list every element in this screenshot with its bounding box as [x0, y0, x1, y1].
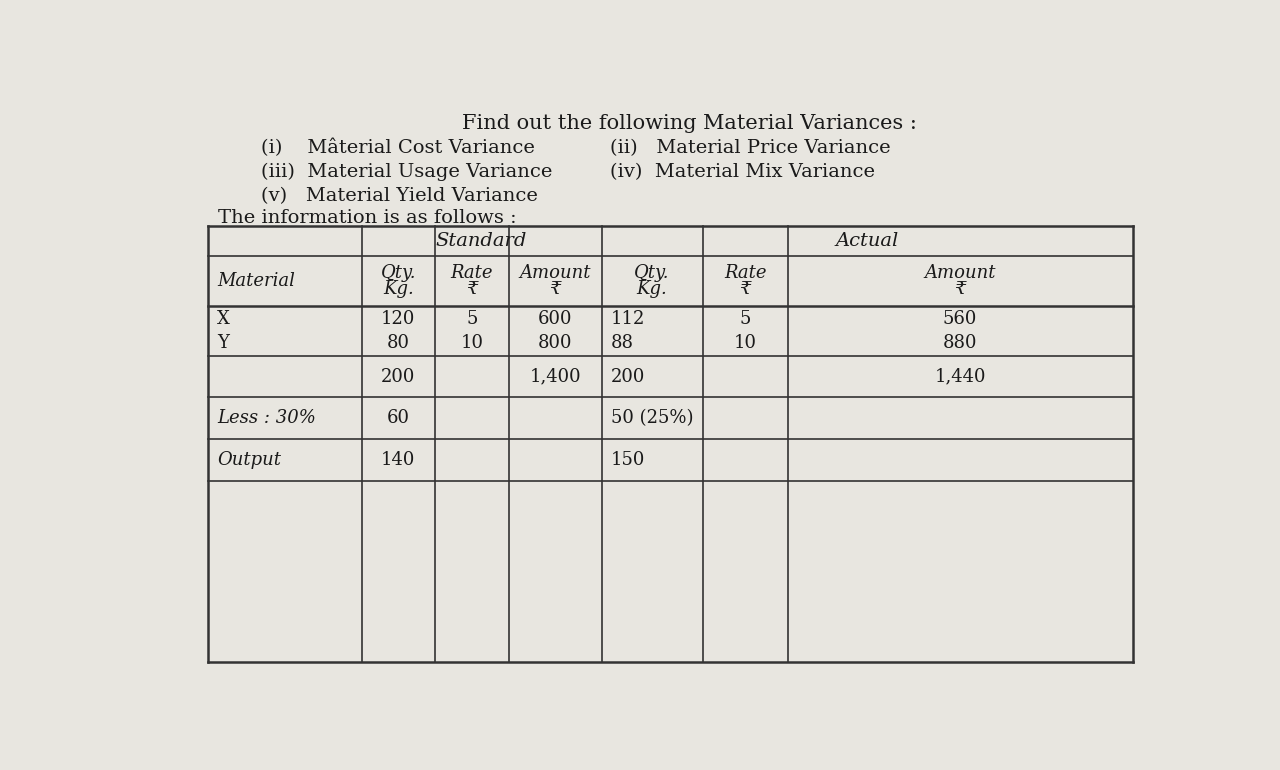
- Text: 5: 5: [466, 310, 477, 328]
- Text: Kg.: Kg.: [636, 280, 667, 298]
- Text: ₹: ₹: [740, 280, 751, 298]
- Text: 880: 880: [943, 334, 978, 353]
- Text: 50 (25%): 50 (25%): [611, 409, 694, 427]
- Text: X: X: [218, 310, 230, 328]
- Text: 1,400: 1,400: [530, 367, 581, 386]
- Text: Standard: Standard: [436, 232, 527, 250]
- Text: Find out the following Material Variances :: Find out the following Material Variance…: [462, 114, 918, 133]
- Text: 5: 5: [740, 310, 751, 328]
- Text: 150: 150: [611, 451, 645, 469]
- Text: 200: 200: [381, 367, 416, 386]
- Text: 80: 80: [387, 334, 410, 353]
- Text: Amount: Amount: [520, 264, 591, 283]
- Text: Material: Material: [218, 272, 296, 290]
- Text: 112: 112: [611, 310, 645, 328]
- Text: (ii)   Material Price Variance: (ii) Material Price Variance: [609, 139, 890, 156]
- Text: Rate: Rate: [451, 264, 493, 283]
- Text: 60: 60: [387, 409, 410, 427]
- Text: 1,440: 1,440: [934, 367, 986, 386]
- Text: Amount: Amount: [924, 264, 996, 283]
- Text: Less : 30%: Less : 30%: [218, 409, 316, 427]
- Text: Qty.: Qty.: [635, 264, 669, 283]
- Text: 88: 88: [611, 334, 634, 353]
- Text: Y: Y: [218, 334, 229, 353]
- Text: 600: 600: [538, 310, 572, 328]
- Text: 10: 10: [461, 334, 484, 353]
- Text: Kg.: Kg.: [383, 280, 413, 298]
- Text: Output: Output: [218, 451, 282, 469]
- Text: (i)    Mâterial Cost Variance: (i) Mâterial Cost Variance: [261, 139, 535, 157]
- Text: 120: 120: [381, 310, 416, 328]
- Text: 200: 200: [611, 367, 645, 386]
- Text: Rate: Rate: [724, 264, 767, 283]
- Text: ₹: ₹: [466, 280, 477, 298]
- Text: (v)   Material Yield Variance: (v) Material Yield Variance: [261, 187, 538, 205]
- Text: ₹: ₹: [955, 280, 966, 298]
- Text: The information is as follows :: The information is as follows :: [218, 209, 517, 227]
- Text: (iii)  Material Usage Variance: (iii) Material Usage Variance: [261, 163, 552, 182]
- Text: 800: 800: [538, 334, 572, 353]
- Text: 10: 10: [733, 334, 756, 353]
- Text: Actual: Actual: [836, 232, 899, 250]
- Text: (iv)  Material Mix Variance: (iv) Material Mix Variance: [609, 163, 874, 181]
- Text: ₹: ₹: [549, 280, 561, 298]
- Text: Qty.: Qty.: [380, 264, 416, 283]
- Text: 140: 140: [381, 451, 416, 469]
- Text: 560: 560: [943, 310, 978, 328]
